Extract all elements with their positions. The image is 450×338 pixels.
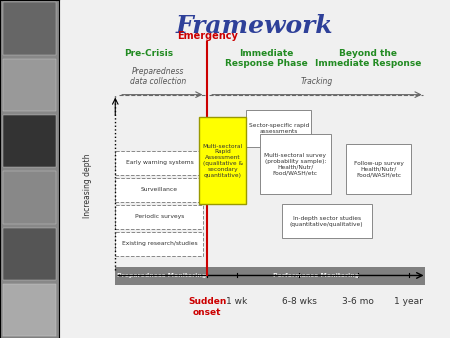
FancyBboxPatch shape xyxy=(115,205,203,229)
Text: Follow-up survey
Health/Nutr/
Food/WASH/etc: Follow-up survey Health/Nutr/ Food/WASH/… xyxy=(354,161,404,177)
FancyBboxPatch shape xyxy=(199,117,247,204)
Text: Pre-Crisis: Pre-Crisis xyxy=(124,49,173,58)
Text: Sector-specific rapid
assessments: Sector-specific rapid assessments xyxy=(248,123,309,134)
Bar xyxy=(207,267,424,285)
FancyBboxPatch shape xyxy=(115,232,203,256)
Bar xyxy=(3,227,55,280)
Bar xyxy=(3,284,55,336)
FancyBboxPatch shape xyxy=(115,178,203,202)
Bar xyxy=(3,115,55,167)
Text: Preparedness Monitoring: Preparedness Monitoring xyxy=(117,273,206,278)
Text: 1 year: 1 year xyxy=(395,297,423,307)
Text: In-depth sector studies
(quantitative/qualitative): In-depth sector studies (quantitative/qu… xyxy=(290,216,364,227)
Text: Beyond the
Immediate Response: Beyond the Immediate Response xyxy=(315,49,421,68)
Text: Emergency: Emergency xyxy=(177,30,238,41)
FancyBboxPatch shape xyxy=(282,204,372,238)
Bar xyxy=(3,2,55,55)
Bar xyxy=(3,58,55,111)
FancyBboxPatch shape xyxy=(247,110,311,147)
Text: Tracking: Tracking xyxy=(301,77,333,86)
Text: Surveillance: Surveillance xyxy=(141,187,178,192)
Text: 3-6 mo: 3-6 mo xyxy=(342,297,374,307)
Text: Existing research/studies: Existing research/studies xyxy=(122,241,197,246)
FancyBboxPatch shape xyxy=(115,151,203,175)
Text: 6-8 wks: 6-8 wks xyxy=(282,297,317,307)
Text: Periodic surveys: Periodic surveys xyxy=(135,214,184,219)
Text: Performance Monitoring: Performance Monitoring xyxy=(273,273,359,278)
Text: Framework: Framework xyxy=(176,14,333,38)
Text: Preparedness
data collection: Preparedness data collection xyxy=(130,67,186,86)
Text: Increasing depth: Increasing depth xyxy=(83,154,92,218)
Text: Sudden
onset: Sudden onset xyxy=(188,297,226,317)
FancyBboxPatch shape xyxy=(346,144,411,194)
Text: 1 wk: 1 wk xyxy=(226,297,247,307)
Bar xyxy=(115,267,207,285)
Text: Early warning systems: Early warning systems xyxy=(126,160,194,165)
Text: Immediate
Response Phase: Immediate Response Phase xyxy=(225,49,307,68)
Bar xyxy=(3,171,55,224)
Text: Multi-sectoral survey
(probability sample):
Health/Nutr/
Food/WASH/etc: Multi-sectoral survey (probability sampl… xyxy=(264,153,326,175)
FancyBboxPatch shape xyxy=(260,134,331,194)
Text: Multi-sectoral
Rapid
Assessment
(qualitative &
secondary
quantitative): Multi-sectoral Rapid Assessment (qualita… xyxy=(203,144,243,177)
